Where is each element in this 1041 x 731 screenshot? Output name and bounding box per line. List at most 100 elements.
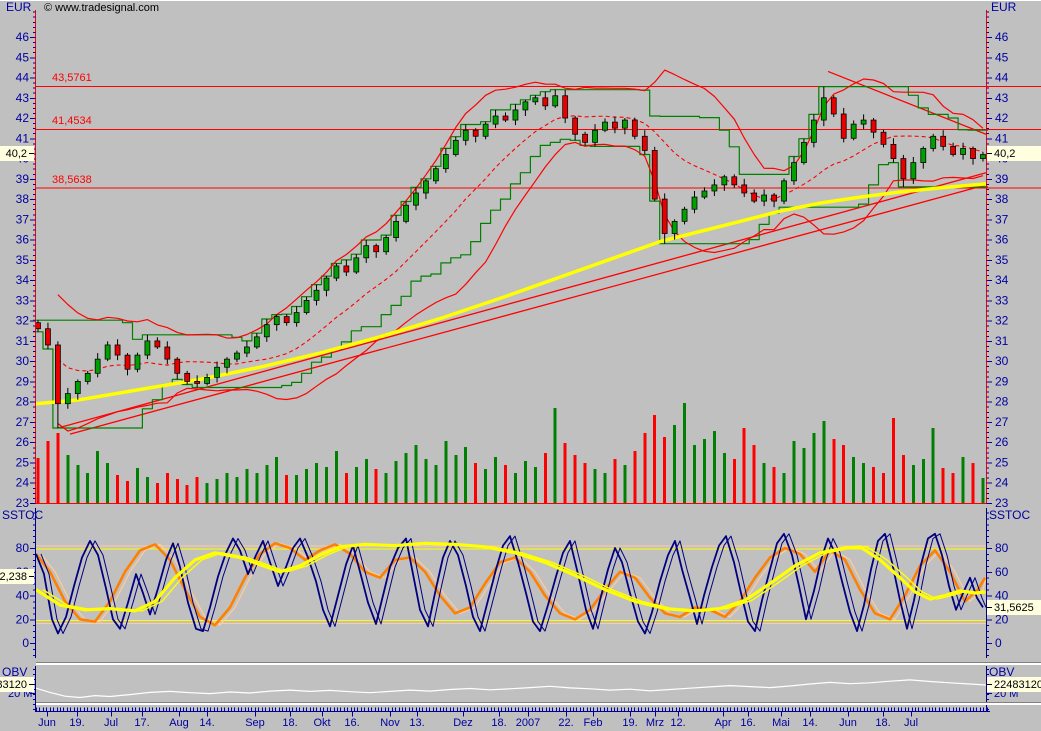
volume-bar	[613, 459, 617, 503]
volume-bar	[404, 453, 408, 503]
date-label: 22.	[558, 717, 573, 729]
volume-bar	[543, 453, 547, 503]
volume-bar	[643, 433, 647, 503]
price-tick-label: 29	[995, 374, 1009, 388]
trendlines	[57, 70, 987, 435]
volume-bar	[772, 467, 776, 503]
candle-body	[890, 144, 897, 159]
volume-bar	[603, 473, 607, 503]
candle-body	[303, 300, 310, 313]
candle-body	[293, 312, 300, 324]
obv-plot-area[interactable]	[36, 666, 986, 702]
volume-bar	[135, 468, 139, 503]
sma200-line	[35, 182, 987, 406]
candle-body	[393, 220, 399, 238]
price-tick-label: 24	[16, 476, 30, 490]
date-label: Dez	[453, 717, 473, 729]
candle-body	[602, 121, 608, 131]
volume-bar	[802, 448, 806, 503]
obv-label-left: OBV	[2, 665, 28, 679]
date-label: 12.	[670, 717, 685, 729]
candle-body	[114, 344, 121, 356]
candle-body	[631, 119, 638, 137]
volume-bar	[722, 453, 726, 503]
date-label: 18.	[282, 717, 297, 729]
volume-bar	[513, 473, 517, 503]
candle-body	[234, 352, 240, 360]
candle-body	[671, 220, 678, 234]
candle-body	[870, 119, 877, 133]
date-label: 19.	[69, 717, 84, 729]
candle-body	[244, 346, 250, 354]
volume-bar	[116, 475, 120, 503]
candle-body	[930, 135, 937, 149]
volume-bar	[145, 477, 149, 503]
price-tick-label: 37	[16, 212, 30, 226]
sstoc-tick-label: 20	[16, 612, 30, 626]
price-tick-label: 32	[995, 314, 1009, 328]
date-label: Jun	[839, 717, 857, 729]
price-tick-label: 33	[16, 293, 30, 307]
candle-body	[850, 123, 857, 139]
candle-body	[94, 358, 101, 374]
volume-bar	[66, 455, 70, 503]
volume-bar	[434, 465, 438, 503]
candle-body	[343, 265, 350, 273]
volume-bar	[742, 428, 746, 503]
sstoc-value-badge-left: 52,238	[0, 569, 34, 584]
candle-body	[154, 340, 161, 348]
candle-body	[860, 119, 867, 125]
volume-bar	[315, 463, 319, 503]
last-price-badge-left: 40,2	[0, 146, 34, 161]
panel-separators	[0, 0, 1041, 705]
date-label: Mrz	[646, 717, 664, 729]
candle-body	[383, 237, 390, 253]
candle-body	[124, 354, 131, 370]
price-tick-label: 37	[995, 212, 1009, 226]
price-tick-label: 42	[995, 111, 1009, 125]
volume-bar	[215, 479, 219, 503]
volume-bar	[812, 433, 816, 503]
price-plot-area[interactable]	[36, 0, 986, 503]
sstoc-label-left: SSTOC	[2, 508, 44, 522]
candle-body	[810, 119, 817, 143]
volume-bar	[981, 478, 985, 503]
price-tick-label: 33	[995, 293, 1009, 307]
price-tick-label: 29	[16, 374, 30, 388]
candle-body	[612, 121, 618, 129]
candle-body	[592, 129, 598, 143]
sstoc-axes: 808060604040202000	[16, 508, 1009, 658]
volume-bar	[106, 463, 110, 503]
hline-label-2: 41,4534	[52, 115, 92, 127]
candle-body	[214, 366, 220, 378]
price-tick-label: 42	[16, 111, 30, 125]
candle-body	[562, 95, 569, 119]
volume-bar	[593, 469, 597, 503]
sstoc-obv-separator	[36, 663, 1041, 665]
obv-dateaxis-separator	[36, 703, 1041, 705]
price-tick-label: 39	[16, 172, 30, 186]
candle-body	[452, 139, 459, 155]
volume-bar	[832, 439, 836, 503]
price-tick-label: 38	[16, 192, 30, 206]
sstoc-tick-label: 0	[22, 636, 29, 650]
volume-bar	[265, 465, 269, 503]
volume-bar	[971, 463, 975, 503]
candle-body	[433, 168, 439, 182]
candle-body	[482, 123, 489, 137]
price-tick-label: 36	[16, 233, 30, 247]
sstoc-label-right: SSTOC	[989, 508, 1031, 522]
price-tick-label: 35	[995, 253, 1009, 267]
obv-panel	[30, 666, 992, 712]
candle-body	[761, 194, 768, 202]
date-label: 13.	[409, 717, 424, 729]
date-label: 17.	[134, 717, 149, 729]
candle-body	[224, 358, 230, 368]
volume-bar	[583, 463, 587, 503]
volume-bar	[504, 465, 508, 503]
candle-body	[621, 119, 628, 129]
candle-body	[661, 198, 668, 234]
sstoc-tick-label: 60	[995, 565, 1009, 579]
separator-lines	[0, 0, 1041, 705]
